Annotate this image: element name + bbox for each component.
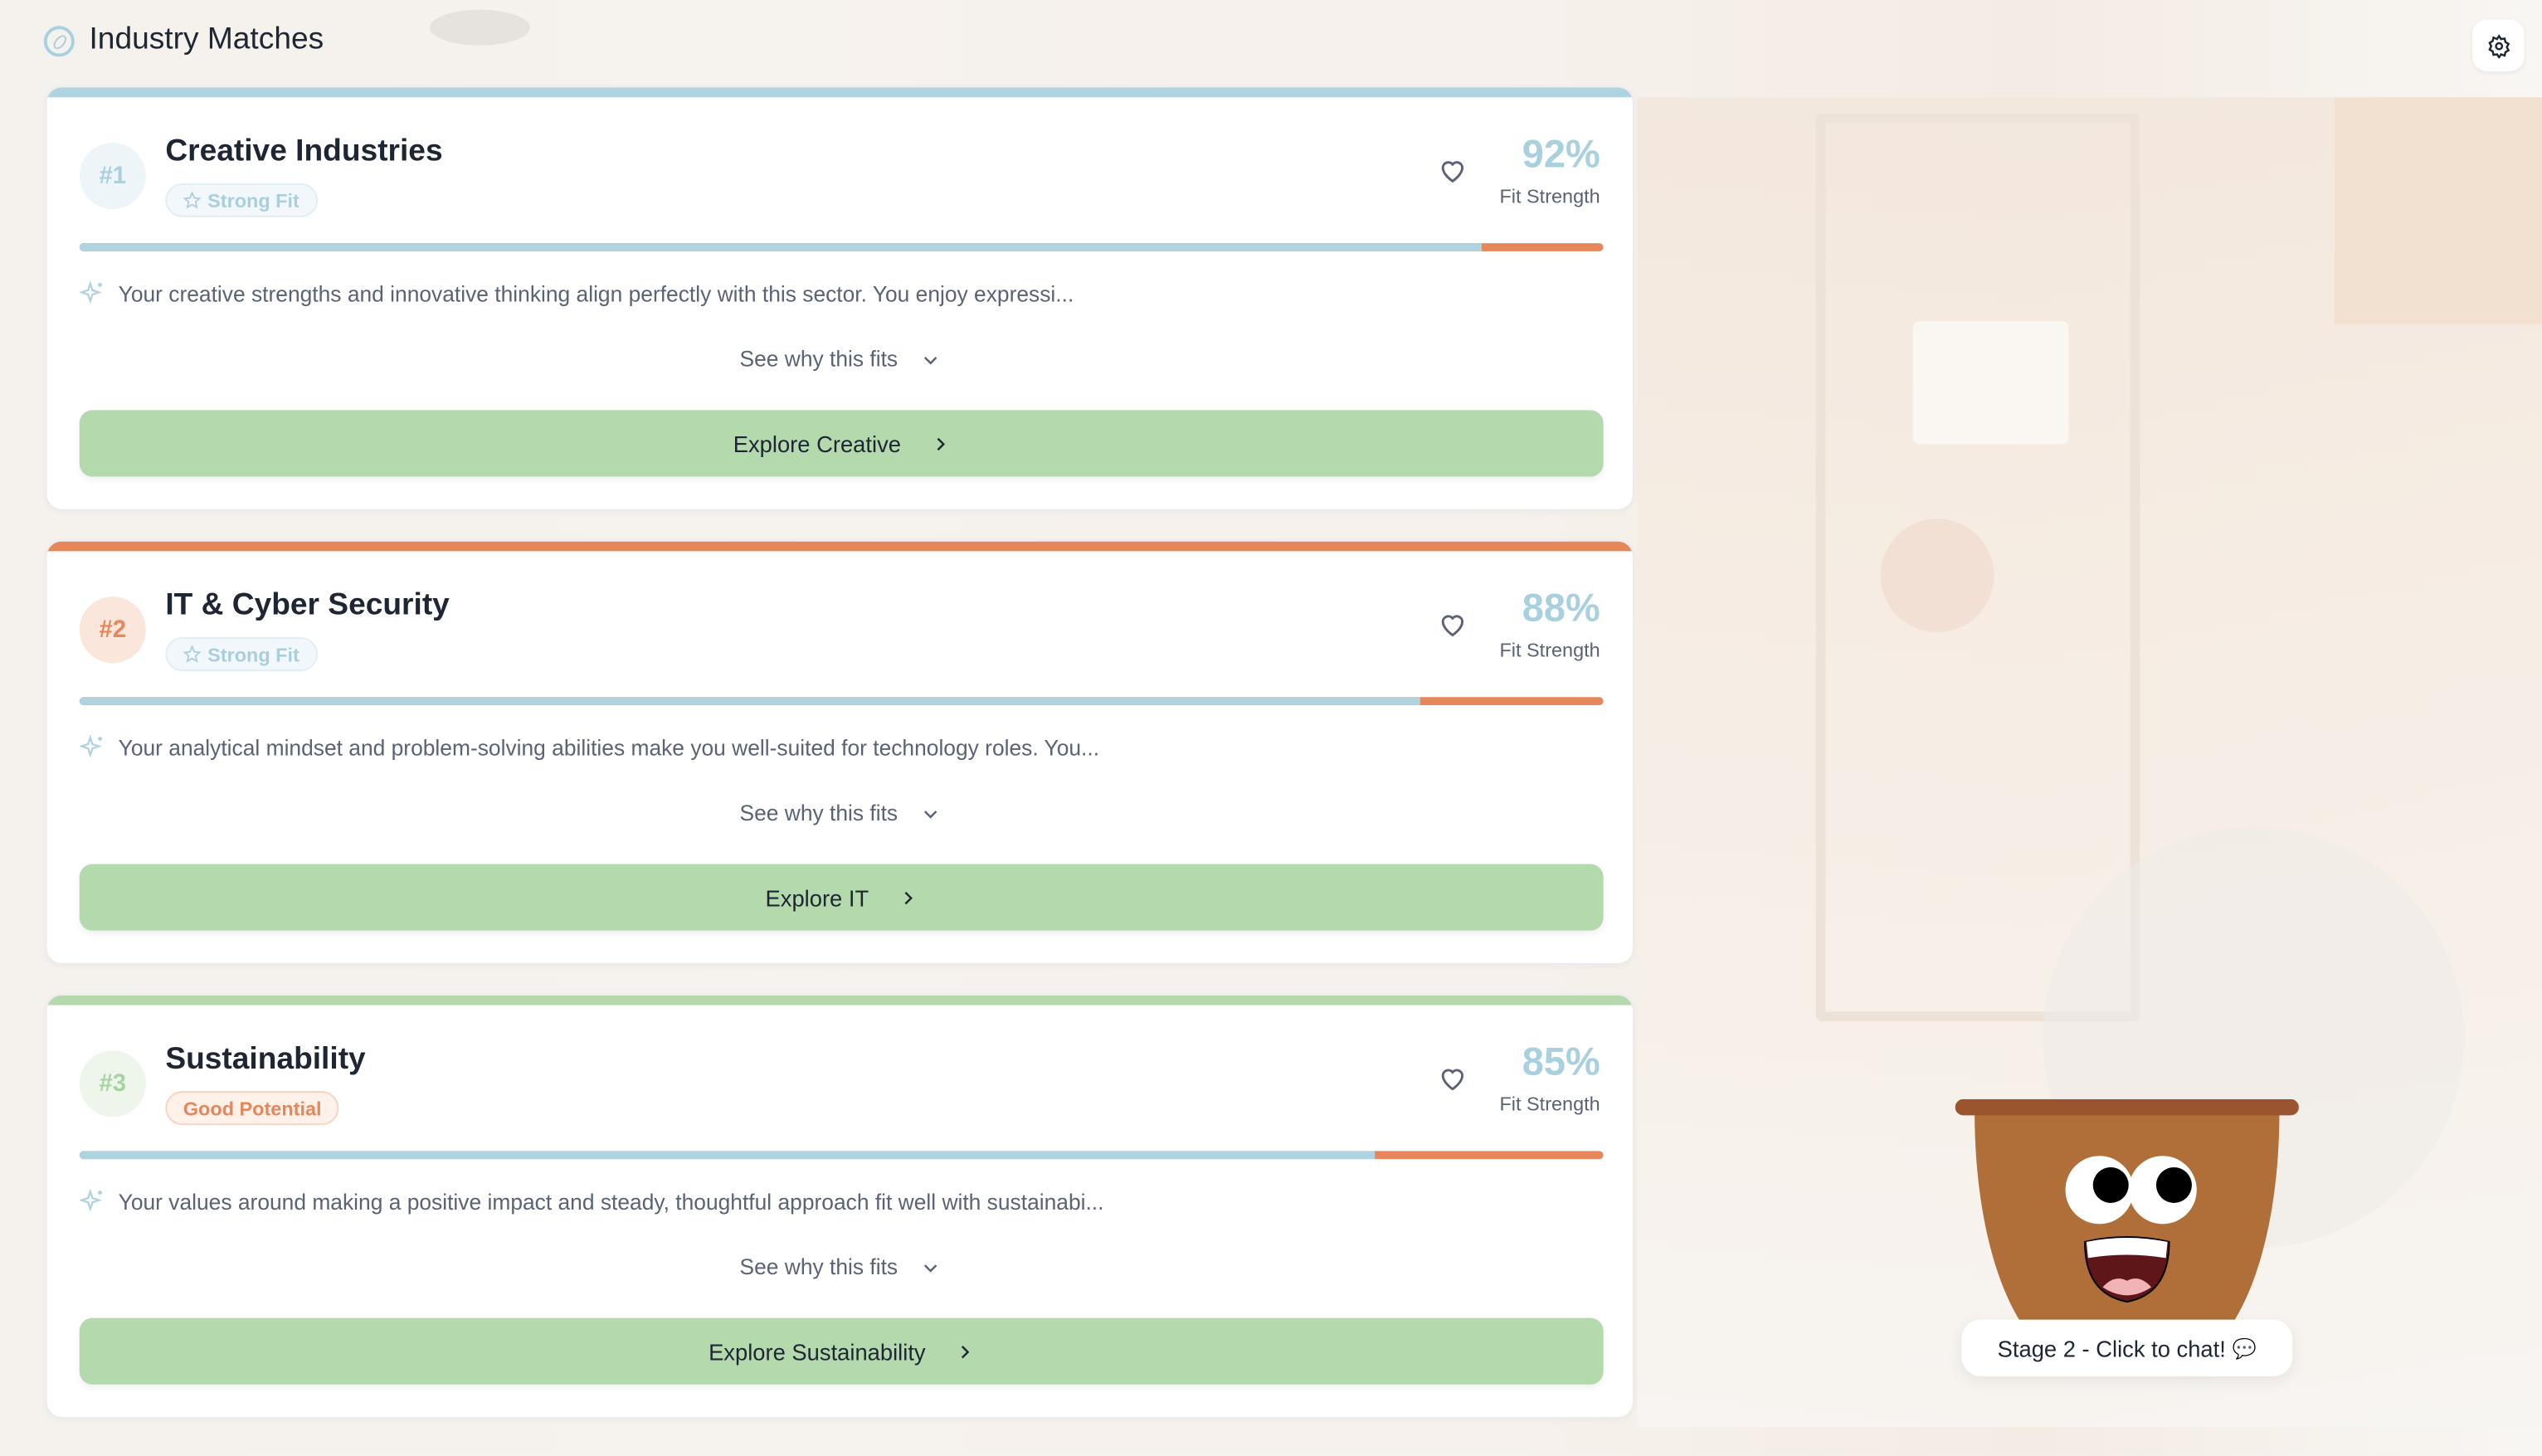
pot-rim	[1955, 1098, 2299, 1116]
fit-progress-fill	[79, 697, 1421, 706]
pupil-right	[2155, 1166, 2192, 1203]
card-accent-bar	[46, 87, 1633, 98]
see-why-toggle[interactable]: See why this fits	[47, 801, 1633, 825]
chevron-down-icon	[923, 357, 937, 366]
compass-icon	[43, 25, 75, 56]
description-text: Your creative strengths and innovative t…	[118, 281, 1074, 306]
description-text: Your analytical mindset and problem-solv…	[118, 735, 1100, 760]
fit-description: Your creative strengths and innovative t…	[79, 280, 1074, 306]
chat-label: Stage 2 - Click to chat!	[1997, 1335, 2226, 1361]
see-why-label: See why this fits	[739, 1254, 898, 1279]
card-accent-bar	[46, 541, 1633, 552]
card-accent-bar	[46, 995, 1633, 1006]
fit-percent: 92%	[1522, 133, 1600, 177]
explore-button[interactable]: Explore IT	[79, 864, 1604, 931]
pot-body	[1975, 1112, 2280, 1327]
fit-strength-label: Fit Strength	[1499, 638, 1600, 662]
industry-title: Creative Industries	[165, 134, 443, 169]
page-header: Industry Matches	[43, 22, 324, 58]
fit-progress-bar	[79, 697, 1604, 706]
fit-badge: Strong Fit	[165, 636, 318, 671]
fit-badge: Good Potential	[165, 1091, 340, 1126]
see-why-toggle[interactable]: See why this fits	[47, 1254, 1633, 1279]
fit-progress-bar	[79, 1151, 1604, 1160]
sparkle-icon	[79, 280, 103, 304]
favorite-heart-icon[interactable]	[1438, 156, 1467, 185]
explore-button[interactable]: Explore Sustainability	[79, 1317, 1604, 1385]
fit-progress-fill	[79, 1151, 1376, 1160]
star-icon	[183, 191, 202, 209]
fit-badge-label: Strong Fit	[207, 642, 299, 666]
fit-percent: 85%	[1522, 1040, 1600, 1085]
fit-badge-label: Good Potential	[183, 1096, 322, 1120]
mascot-chat-button[interactable]: Stage 2 - Click to chat! 💬	[1961, 1319, 2293, 1377]
fit-strength-label: Fit Strength	[1499, 1093, 1600, 1116]
explore-label: Explore IT	[765, 884, 869, 911]
settings-button[interactable]	[2472, 19, 2525, 71]
explore-label: Explore Creative	[733, 430, 901, 457]
fit-badge: Strong Fit	[165, 183, 318, 217]
chevron-down-icon	[923, 811, 937, 820]
sparkle-icon	[79, 1188, 103, 1212]
chevron-right-icon	[937, 436, 945, 450]
chevron-right-icon	[904, 890, 913, 904]
star-icon	[183, 645, 202, 663]
fit-progress-fill	[79, 243, 1482, 251]
see-why-label: See why this fits	[739, 801, 898, 825]
chevron-down-icon	[923, 1265, 937, 1273]
fit-percent: 88%	[1522, 587, 1600, 631]
speech-bubble-icon: 💬	[2232, 1337, 2257, 1360]
explore-label: Explore Sustainability	[709, 1338, 926, 1365]
explore-button[interactable]: Explore Creative	[79, 410, 1604, 477]
favorite-heart-icon[interactable]	[1438, 1064, 1467, 1093]
industry-card: #1 Creative Industries Strong Fit 92% Fi…	[45, 85, 1634, 511]
mascot-pot[interactable]	[1955, 1098, 2299, 1327]
favorite-heart-icon[interactable]	[1438, 610, 1467, 639]
sparkle-icon	[79, 734, 103, 758]
description-text: Your values around making a positive imp…	[118, 1189, 1104, 1214]
rank-badge: #2	[79, 597, 146, 664]
fit-description: Your values around making a positive imp…	[79, 1188, 1104, 1214]
page-title: Industry Matches	[89, 22, 324, 57]
industry-card: #2 IT & Cyber Security Strong Fit 88% Fi…	[45, 539, 1634, 965]
fit-description: Your analytical mindset and problem-solv…	[79, 734, 1100, 760]
pupil-left	[2092, 1166, 2129, 1203]
chevron-right-icon	[961, 1345, 970, 1358]
rank-badge: #3	[79, 1050, 146, 1118]
industry-card: #3 Sustainability Good Potential 85% Fit…	[45, 993, 1634, 1419]
gear-icon	[2487, 33, 2510, 58]
see-why-label: See why this fits	[739, 347, 898, 372]
industry-title: IT & Cyber Security	[165, 588, 450, 623]
rank-badge: #1	[79, 142, 146, 210]
fit-strength-label: Fit Strength	[1499, 184, 1600, 208]
see-why-toggle[interactable]: See why this fits	[47, 347, 1633, 371]
industry-title: Sustainability	[165, 1042, 366, 1077]
fit-badge-label: Strong Fit	[207, 188, 299, 212]
fit-progress-bar	[79, 243, 1604, 251]
